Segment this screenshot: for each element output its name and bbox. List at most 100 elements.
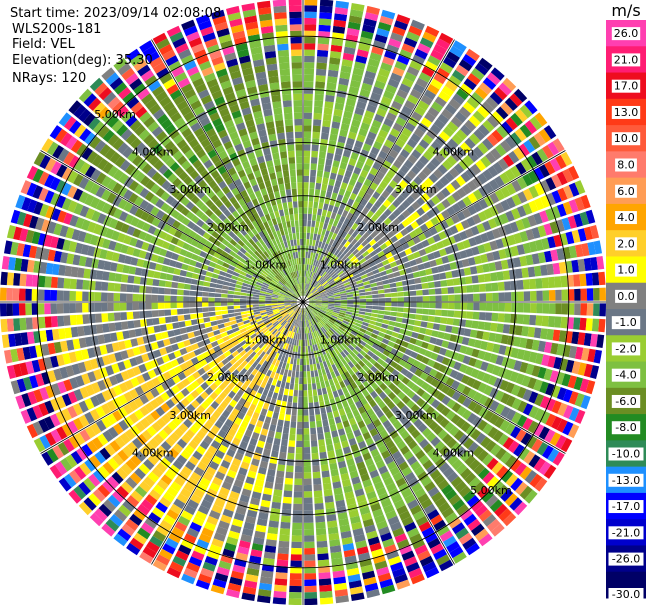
range-gate: [438, 32, 454, 45]
range-gate: [334, 227, 340, 235]
range-gate: [121, 274, 129, 283]
range-gate: [580, 303, 588, 316]
range-gate: [319, 597, 334, 605]
range-gate: [324, 314, 331, 320]
range-gate: [309, 300, 316, 302]
range-gate: [374, 209, 383, 218]
range-gate: [410, 165, 421, 175]
range-gate: [392, 199, 401, 208]
range-gate: [159, 324, 167, 332]
range-gate: [376, 171, 385, 180]
range-gate: [386, 230, 395, 239]
range-gate: [489, 192, 500, 204]
range-gate: [516, 205, 527, 218]
range-gate: [555, 219, 565, 233]
range-gate: [528, 391, 539, 404]
range-gate: [382, 419, 392, 429]
range-gate: [372, 254, 380, 261]
range-gate: [376, 238, 385, 246]
range-gate: [369, 125, 380, 135]
range-gate: [366, 218, 375, 227]
range-gate: [332, 186, 340, 194]
range-gate: [331, 286, 339, 291]
range-gate: [303, 365, 307, 372]
range-gate: [371, 242, 380, 250]
range-gate: [216, 279, 224, 285]
range-gate: [183, 296, 190, 302]
range-gate: [289, 427, 296, 435]
range-gate: [314, 266, 319, 274]
range-gate: [310, 311, 315, 318]
range-gate: [366, 64, 378, 74]
range-gate: [406, 170, 417, 180]
range-gate: [430, 469, 442, 481]
range-gate: [336, 268, 343, 274]
range-gate: [346, 212, 354, 220]
range-gate: [454, 294, 461, 302]
range-gate: [539, 195, 551, 209]
range-gate: [307, 226, 311, 233]
range-gate: [433, 168, 444, 179]
range-gate: [325, 507, 336, 516]
range-gate: [542, 290, 550, 301]
range-gate: [517, 291, 524, 301]
range-gate: [413, 175, 423, 186]
range-gate: [312, 138, 320, 145]
range-gate: [304, 49, 315, 57]
range-gate: [415, 144, 426, 155]
range-gate: [82, 291, 89, 301]
range-gate: [314, 260, 319, 267]
range-gate: [549, 158, 562, 172]
range-gate: [421, 356, 430, 365]
range-gate: [480, 340, 488, 351]
range-gate: [303, 125, 312, 132]
range-gate: [368, 196, 377, 205]
range-gate: [387, 222, 396, 231]
range-gate: [396, 169, 406, 179]
range-gate: [356, 49, 369, 58]
range-gate: [345, 250, 352, 258]
range-gate: [530, 290, 537, 301]
range-gate: [381, 361, 390, 370]
range-gate: [533, 457, 546, 472]
range-gate: [401, 127, 413, 138]
range-gate: [318, 241, 323, 248]
range-gate: [571, 331, 580, 345]
range-gate: [424, 177, 434, 188]
range-gate: [514, 128, 527, 142]
range-gate: [524, 489, 538, 504]
range-gate: [478, 57, 493, 71]
range-gate: [277, 547, 289, 555]
range-gate: [322, 177, 329, 185]
range-gate: [545, 177, 557, 191]
range-gate: [520, 158, 532, 172]
range-gate: [471, 320, 479, 329]
range-gate: [323, 393, 329, 401]
range-gate: [443, 366, 453, 376]
range-gate: [436, 402, 446, 413]
range-gate: [472, 146, 484, 159]
range-gate: [378, 266, 386, 273]
range-gate: [333, 308, 340, 312]
range-gate: [343, 340, 350, 347]
range-gate: [485, 494, 499, 508]
range-gate: [280, 521, 291, 529]
range-gate: [321, 295, 328, 298]
range-gate: [444, 103, 457, 115]
range-gate: [353, 304, 360, 308]
range-gate: [303, 188, 309, 195]
range-gate: [343, 248, 350, 255]
range-gate: [430, 514, 443, 526]
range-gate: [311, 265, 315, 272]
range-gate: [341, 59, 353, 68]
range-gate: [542, 445, 554, 459]
range-gate: [472, 416, 483, 428]
range-gate: [303, 232, 307, 239]
range-gate: [347, 220, 355, 228]
range-gate: [329, 424, 337, 432]
range-gate: [362, 116, 373, 125]
range-gate: [538, 426, 550, 440]
range-gate: [282, 426, 290, 434]
range-gate: [449, 261, 458, 270]
range-gate: [515, 325, 523, 336]
